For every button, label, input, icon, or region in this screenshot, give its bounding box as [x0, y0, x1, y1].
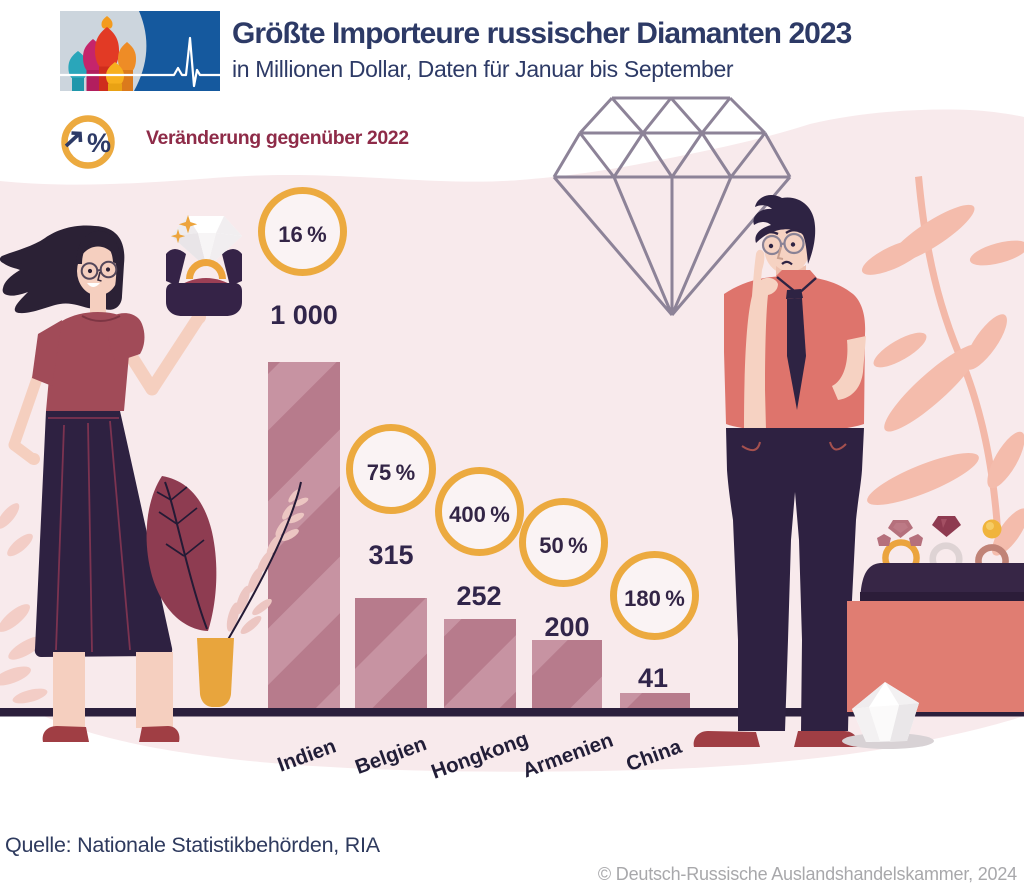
svg-text:%: % [87, 128, 111, 158]
